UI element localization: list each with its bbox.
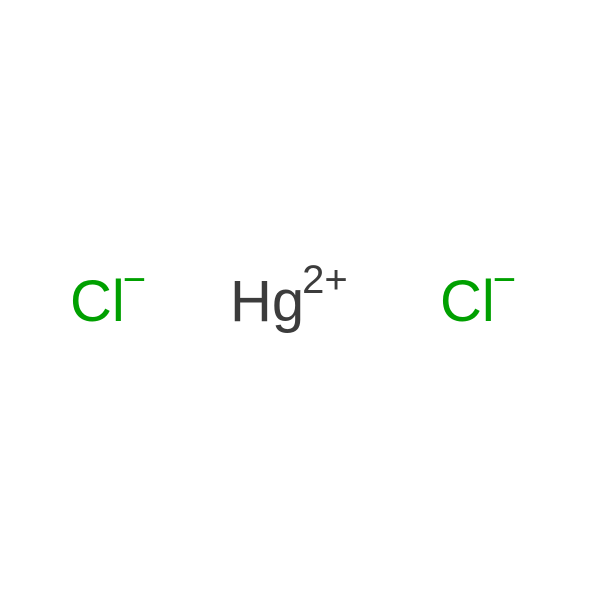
mercury-center-ion: Hg 2+ xyxy=(230,268,350,335)
mercury-charge: 2+ xyxy=(302,258,348,303)
chloride-right-ion: Cl − xyxy=(440,268,518,335)
chloride-left-charge: − xyxy=(123,258,146,303)
mercury-element: Hg xyxy=(230,268,304,335)
chloride-right-charge: − xyxy=(493,258,516,303)
chloride-left-element: Cl xyxy=(70,268,125,335)
chloride-right-element: Cl xyxy=(440,268,495,335)
chloride-left-ion: Cl − xyxy=(70,268,148,335)
